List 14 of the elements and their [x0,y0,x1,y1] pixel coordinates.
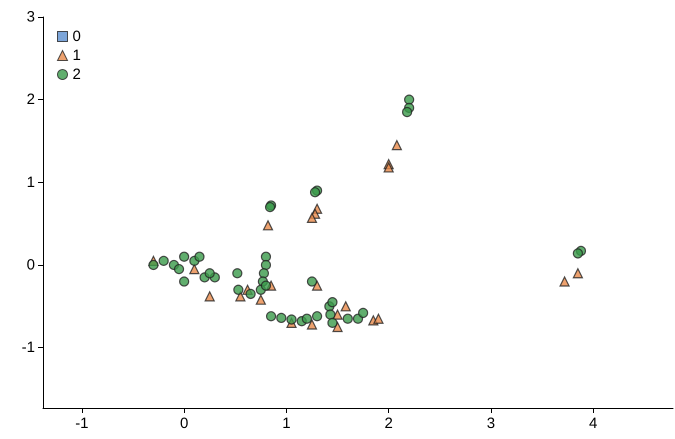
x-tick-label: -1 [75,415,89,432]
y-tick-label: 1 [26,174,35,191]
legend-label: 0 [72,28,81,45]
x-tick-label: 1 [282,415,291,432]
x-tick-label: 0 [180,415,188,432]
x-tick-label: 4 [589,415,598,432]
legend-label: 2 [72,66,81,83]
y-tick-label: 0 [26,256,35,274]
x-tick-label: 2 [384,415,393,432]
legend-label: 1 [72,47,81,64]
x-tick-label: 3 [486,415,496,432]
y-tick-label: 3 [26,8,35,26]
y-tick-label: 2 [26,91,35,108]
y-tick-label: -1 [22,339,35,356]
